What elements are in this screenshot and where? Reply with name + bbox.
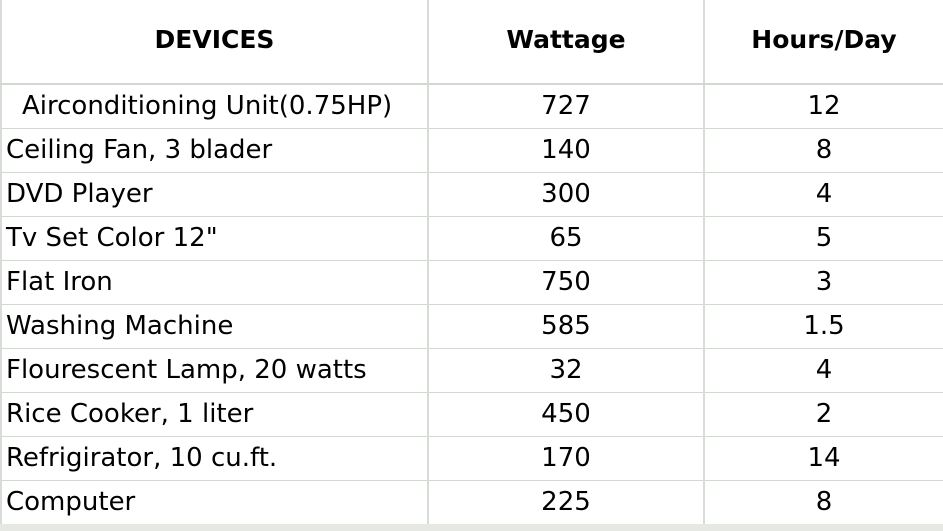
sheet-bottom-edge — [0, 524, 943, 531]
wattage-cell[interactable]: 727 — [428, 84, 705, 129]
wattage-cell[interactable]: 225 — [428, 480, 705, 525]
wattage-cell[interactable]: 300 — [428, 172, 705, 217]
device-cell[interactable]: Flat Iron — [0, 260, 429, 305]
wattage-cell[interactable]: 140 — [428, 128, 705, 173]
device-cell[interactable]: Tv Set Color 12" — [0, 216, 429, 261]
hours-cell[interactable]: 12 — [704, 84, 943, 129]
header-cell-devices[interactable]: DEVICES — [0, 0, 429, 85]
header-row: DEVICES Wattage Hours/Day — [0, 0, 943, 85]
table-row: Refrigirator, 10 cu.ft. 170 14 — [0, 436, 943, 481]
header-cell-wattage[interactable]: Wattage — [428, 0, 705, 85]
wattage-cell[interactable]: 750 — [428, 260, 705, 305]
hours-cell[interactable]: 8 — [704, 128, 943, 173]
device-cell[interactable]: Washing Machine — [0, 304, 429, 349]
table-row: Washing Machine 585 1.5 — [0, 304, 943, 349]
device-cell[interactable]: Refrigirator, 10 cu.ft. — [0, 436, 429, 481]
hours-cell[interactable]: 4 — [704, 172, 943, 217]
wattage-cell[interactable]: 65 — [428, 216, 705, 261]
hours-cell[interactable]: 2 — [704, 392, 943, 437]
hours-cell[interactable]: 5 — [704, 216, 943, 261]
wattage-cell[interactable]: 170 — [428, 436, 705, 481]
wattage-cell[interactable]: 450 — [428, 392, 705, 437]
hours-cell[interactable]: 14 — [704, 436, 943, 481]
table-row: Ceiling Fan, 3 blader 140 8 — [0, 128, 943, 173]
table-row: Airconditioning Unit(0.75HP) 727 12 — [0, 84, 943, 129]
hours-cell[interactable]: 4 — [704, 348, 943, 393]
hours-cell[interactable]: 8 — [704, 480, 943, 525]
header-cell-hours-per-day[interactable]: Hours/Day — [704, 0, 943, 85]
table-row: Tv Set Color 12" 65 5 — [0, 216, 943, 261]
hours-cell[interactable]: 1.5 — [704, 304, 943, 349]
device-cell[interactable]: Ceiling Fan, 3 blader — [0, 128, 429, 173]
device-cell[interactable]: Airconditioning Unit(0.75HP) — [0, 84, 429, 129]
device-cell[interactable]: Rice Cooker, 1 liter — [0, 392, 429, 437]
table-row: Rice Cooker, 1 liter 450 2 — [0, 392, 943, 437]
hours-cell[interactable]: 3 — [704, 260, 943, 305]
table-row: Flat Iron 750 3 — [0, 260, 943, 305]
device-cell[interactable]: DVD Player — [0, 172, 429, 217]
device-cell[interactable]: Computer — [0, 480, 429, 525]
device-cell[interactable]: Flourescent Lamp, 20 watts — [0, 348, 429, 393]
table-row: Computer 225 8 — [0, 480, 943, 525]
wattage-cell[interactable]: 32 — [428, 348, 705, 393]
table-row: DVD Player 300 4 — [0, 172, 943, 217]
table-row: Flourescent Lamp, 20 watts 32 4 — [0, 348, 943, 393]
wattage-cell[interactable]: 585 — [428, 304, 705, 349]
